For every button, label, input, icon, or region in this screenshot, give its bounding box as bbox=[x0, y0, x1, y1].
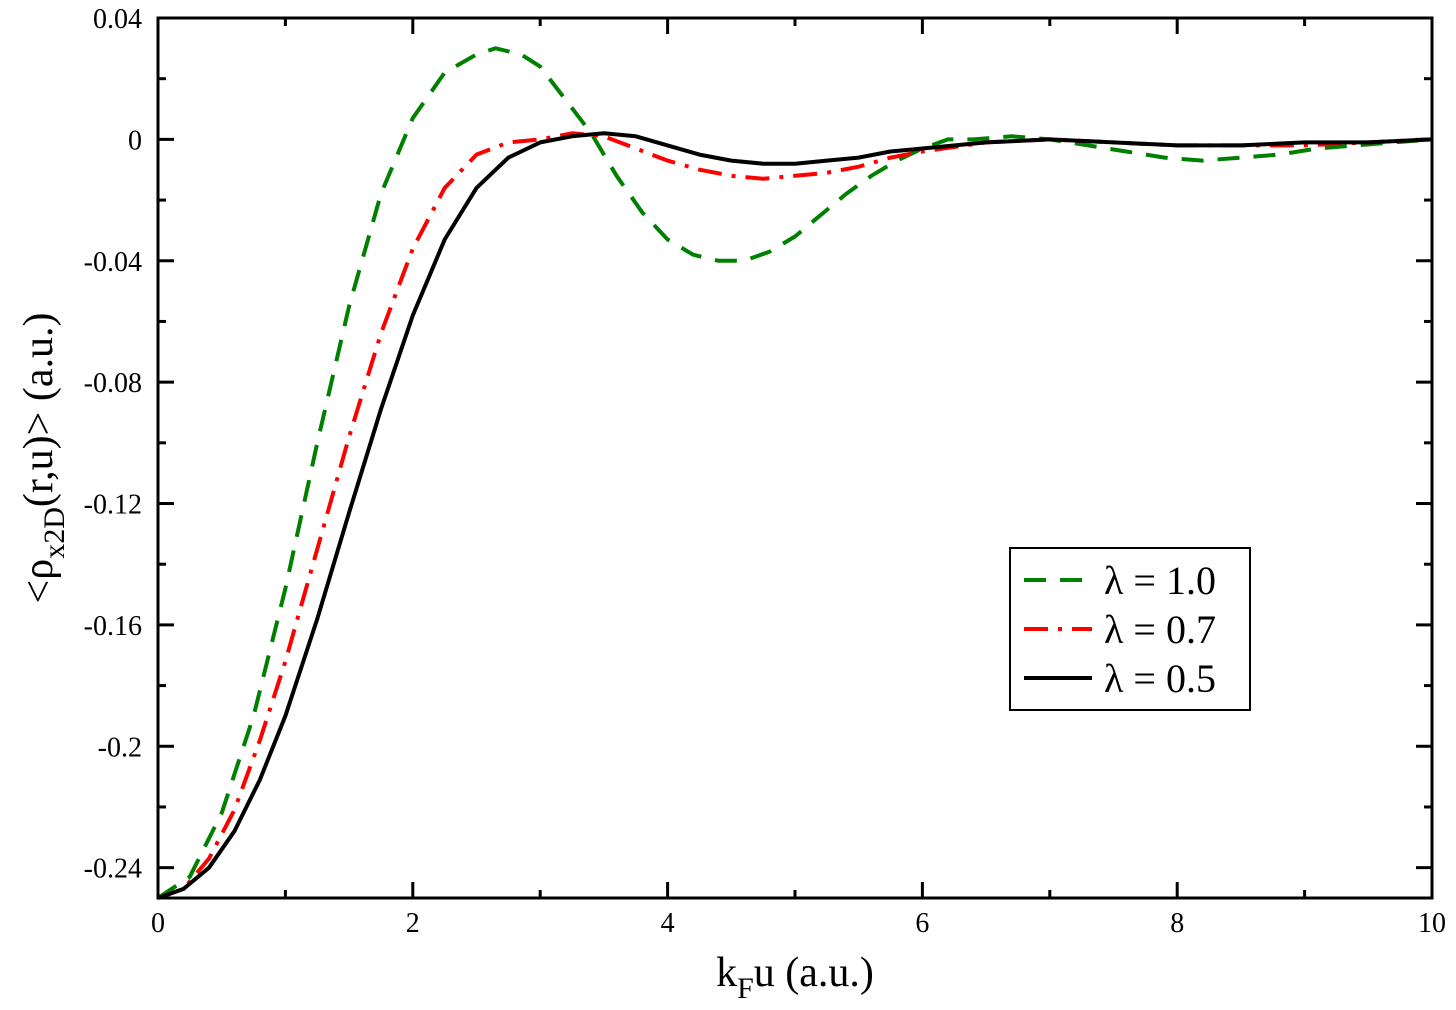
axis-ticks: 0 2 4 6 8 10 0.04 0 -0.04 -0.08 -0.12 -0.16 -0.2 -0.2… bbox=[84, 4, 1446, 939]
y-tick-label: -0.08 bbox=[84, 368, 142, 399]
legend-label-1: λ = 0.7 bbox=[1104, 607, 1216, 652]
series-layer bbox=[156, 46, 1433, 900]
x-tick-label: 10 bbox=[1418, 908, 1446, 939]
x-axis-title: kFu (a.u.) bbox=[716, 950, 874, 1005]
legend: λ = 1.0λ = 0.7λ = 0.5 bbox=[1009, 547, 1251, 711]
x-tick-label: 4 bbox=[661, 908, 675, 939]
x-tick-label: 8 bbox=[1170, 908, 1184, 939]
y-tick-label: -0.16 bbox=[84, 611, 142, 642]
legend-label-2: λ = 0.5 bbox=[1104, 656, 1216, 701]
y-tick-label: -0.12 bbox=[84, 490, 142, 521]
series-line-2 bbox=[157, 131, 1433, 900]
legend-label-0: λ = 1.0 bbox=[1104, 558, 1216, 603]
y-tick-label: -0.2 bbox=[98, 732, 142, 763]
y-tick-label: -0.24 bbox=[84, 854, 142, 885]
y-tick-label: 0.04 bbox=[93, 4, 142, 35]
y-axis-title: <ρx2D(r,u)> (a.u.) bbox=[16, 313, 71, 604]
axis-titles: kFu (a.u.) <ρx2D(r,u)> (a.u.) bbox=[16, 313, 874, 1005]
y-tick-label: 0 bbox=[128, 125, 142, 156]
plot-frame bbox=[156, 16, 1434, 900]
y-tick-label: -0.04 bbox=[84, 247, 142, 278]
x-tick-label: 6 bbox=[915, 908, 929, 939]
x-tick-label: 2 bbox=[406, 908, 420, 939]
plot-area bbox=[156, 16, 1434, 900]
legend-box bbox=[1009, 547, 1251, 711]
series-line-0 bbox=[156, 46, 1433, 900]
x-tick-label: 0 bbox=[151, 908, 165, 939]
